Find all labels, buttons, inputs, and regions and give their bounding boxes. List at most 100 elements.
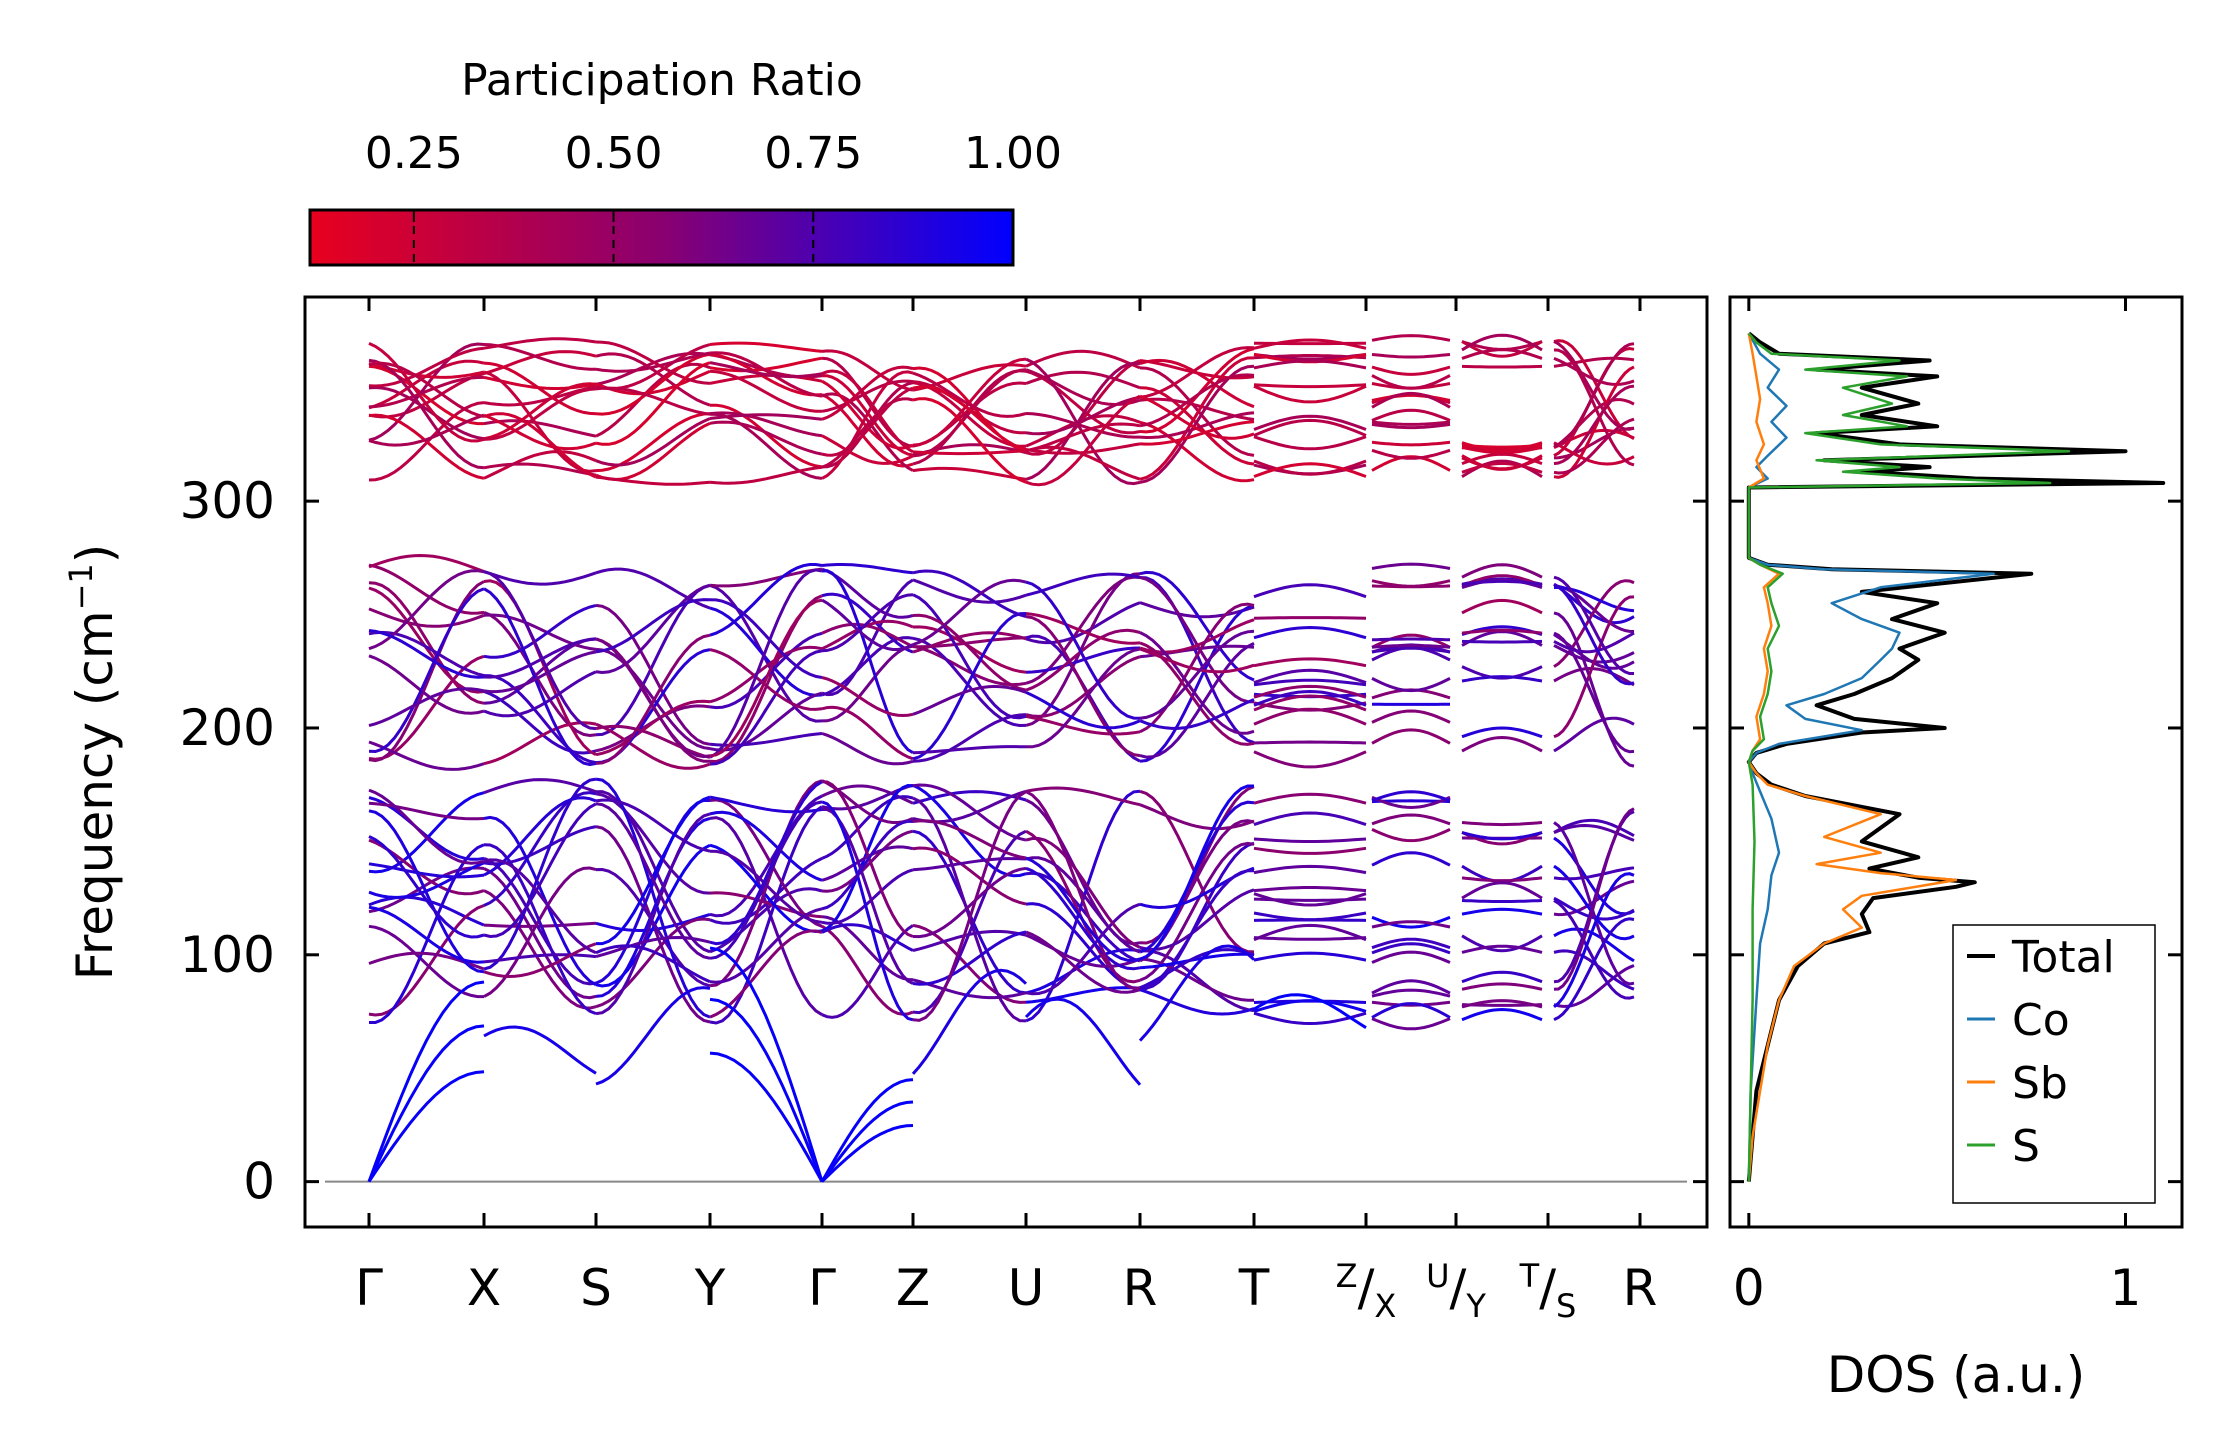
dos-panel: 0 1 DOS (a.u.) Total Co Sb S xyxy=(1728,295,2184,1404)
optical-band-segment xyxy=(595,421,711,482)
optical-band-segment xyxy=(1371,1000,1451,1007)
optical-band-segment xyxy=(1025,349,1141,370)
optical-band-segment xyxy=(821,868,914,925)
optical-band-segment xyxy=(483,825,597,866)
optical-band-segment xyxy=(483,613,597,651)
optical-band-segment xyxy=(1253,462,1367,478)
optical-band-segment xyxy=(483,413,597,451)
optical-band-segment xyxy=(1139,784,1254,961)
optical-band-segment xyxy=(1025,786,1141,807)
optical-band-segment xyxy=(1461,340,1543,358)
optical-band-segment xyxy=(1025,714,1141,736)
optical-band-segment xyxy=(1371,646,1451,654)
optical-band-segment xyxy=(912,385,1027,451)
k-point-label: S xyxy=(580,1259,612,1317)
optical-band-segment xyxy=(368,654,485,761)
optical-band-segment xyxy=(595,699,711,757)
optical-band-segment xyxy=(1371,942,1451,955)
k-point-label: T/S xyxy=(1519,1257,1577,1325)
optical-band-segment xyxy=(1253,886,1367,893)
optical-band-segment xyxy=(595,584,711,737)
optical-band-segment xyxy=(1253,668,1367,685)
optical-band-segment xyxy=(1025,856,1141,962)
optical-band-segment xyxy=(709,356,823,373)
optical-band-segment xyxy=(1025,856,1141,954)
optical-band-segment xyxy=(709,351,823,398)
acoustic-branch xyxy=(367,1024,485,1183)
dos-line-s xyxy=(1747,332,2071,1182)
optical-band-segment xyxy=(912,449,1027,456)
optical-band-segment xyxy=(1253,459,1367,476)
optical-band-segment xyxy=(821,379,914,450)
optical-band-segment xyxy=(1553,866,1635,881)
dos-frame xyxy=(1728,295,2184,1229)
optical-band-segment xyxy=(1253,678,1367,687)
optical-band-segment xyxy=(595,362,711,438)
optical-band-segment xyxy=(1553,417,1635,475)
optical-band-segment xyxy=(1025,986,1141,1004)
optical-band-segment xyxy=(912,371,1027,418)
k-label-main: Y xyxy=(694,1259,726,1317)
y-tick-label: 200 xyxy=(180,699,275,757)
optical-band-segment xyxy=(1139,948,1255,990)
k-label-main: S xyxy=(580,1259,612,1317)
optical-band-segment xyxy=(1253,707,1367,726)
optical-band-segment xyxy=(595,867,711,988)
y-axis-label: Frequency (cm−1) xyxy=(62,544,124,981)
colorbar-gradient xyxy=(308,208,1015,267)
optical-band-segment xyxy=(1553,818,1635,838)
optical-band-segment xyxy=(1371,562,1451,570)
k-point-label: T xyxy=(1238,1259,1270,1317)
optical-band-segment xyxy=(368,629,485,679)
optical-band-segment xyxy=(821,619,914,651)
acoustic-branch xyxy=(709,946,824,1183)
optical-band-segment xyxy=(1461,445,1543,455)
optical-band-segment xyxy=(912,745,1027,755)
k-label-main: U xyxy=(1008,1259,1045,1317)
optical-band-segment xyxy=(1553,357,1635,386)
optical-band-segment xyxy=(1371,1017,1451,1031)
optical-band-segment xyxy=(1253,846,1367,855)
acoustic-branch xyxy=(820,1124,914,1183)
optical-band-segment xyxy=(1461,881,1543,900)
optical-band-segment xyxy=(1139,988,1255,1016)
optical-band-segment xyxy=(1253,837,1367,843)
optical-band-segment xyxy=(1253,338,1367,350)
optical-band-segment xyxy=(1371,422,1451,430)
optical-band-segment xyxy=(1461,443,1543,449)
optical-band-segment xyxy=(483,802,597,939)
optical-band-segment xyxy=(1253,999,1367,1013)
optical-band-segment xyxy=(483,570,597,731)
colorbar-tick-label: 0.50 xyxy=(565,128,663,179)
optical-band-segment xyxy=(1461,907,1543,916)
dos-x-tick-label: 1 xyxy=(2110,1259,2142,1317)
optical-band-segment xyxy=(483,777,597,971)
optical-band-segment xyxy=(368,630,485,678)
optical-band-segment xyxy=(709,649,823,766)
optical-band-segment xyxy=(912,684,1027,716)
optical-band-segment xyxy=(483,611,597,738)
optical-band-segment xyxy=(1461,639,1543,644)
optical-band-segment xyxy=(1461,574,1543,588)
optical-band-segment xyxy=(1461,821,1543,827)
optical-band-segment xyxy=(1025,902,1141,996)
optical-band-segment xyxy=(1139,642,1255,759)
optical-band-segment xyxy=(1371,448,1451,460)
optical-band-segment xyxy=(1371,937,1451,950)
optical-band-segment xyxy=(1139,957,1254,1002)
optical-band-segment xyxy=(1253,657,1367,668)
optical-band-segment xyxy=(1371,795,1451,810)
k-label-sub: X xyxy=(1374,1287,1396,1325)
optical-band-segment xyxy=(709,598,823,758)
optical-band-segment xyxy=(912,613,1027,692)
optical-band-segment xyxy=(709,887,823,954)
dos-x-axis-label: DOS (a.u.) xyxy=(1827,1346,2086,1404)
acoustic-branch xyxy=(820,1100,914,1183)
optical-band-segment xyxy=(1253,435,1367,451)
optical-band-segment xyxy=(595,361,711,446)
optical-band-segment xyxy=(1461,899,1543,903)
optical-band-segment xyxy=(483,858,597,955)
optical-band-segment xyxy=(368,346,485,388)
optical-band-segment xyxy=(1253,616,1367,620)
optical-band-segment xyxy=(1371,851,1451,867)
